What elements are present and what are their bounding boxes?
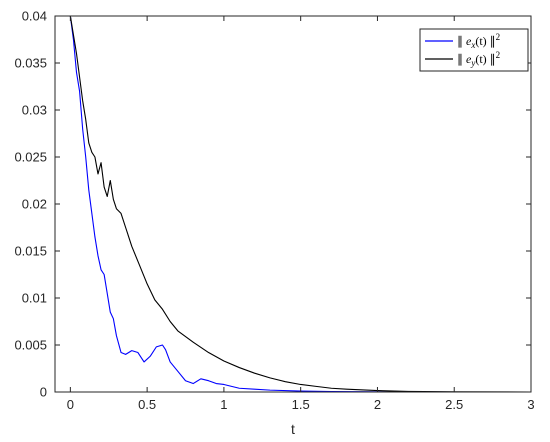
x-tick-label: 1 [220,397,227,412]
y-tick-label: 0.01 [22,291,47,306]
series-layer [69,15,532,393]
x-tick-label: 1.5 [292,397,310,412]
x-axis-title: t [291,421,295,437]
series-line-x [69,15,531,393]
x-tick-label: 2 [374,397,381,412]
legend-label: ∥ ey(t) ∥2 [457,50,500,68]
legend: ∥ ex(t) ∥2∥ ey(t) ∥2 [419,28,529,72]
legend-box [419,28,529,72]
y-tick-label: 0.015 [14,244,47,259]
y-tick-label: 0.04 [22,9,47,24]
plot-area [55,16,531,392]
legend-label: ∥ ex(t) ∥2 [457,32,500,50]
x-tick-label: 2.5 [445,397,463,412]
y-tick-label: 0.005 [14,338,47,353]
y-tick-label: 0.03 [22,103,47,118]
x-axis: 0 0.5 1 1.5 2 2.5 3 [67,16,535,412]
y-tick-label: 0 [40,385,47,400]
series-line-y [69,15,532,393]
x-tick-label: 3 [527,397,534,412]
y-tick-label: 0.02 [22,197,47,212]
x-tick-label: 0.5 [138,397,156,412]
y-tick-label: 0.025 [14,150,47,165]
y-tick-label: 0.035 [14,56,47,71]
x-tick-label: 0 [67,397,74,412]
y-axis: 0 0.005 0.01 0.015 0.02 0.025 0.03 0.035 0.04 [14,9,531,400]
